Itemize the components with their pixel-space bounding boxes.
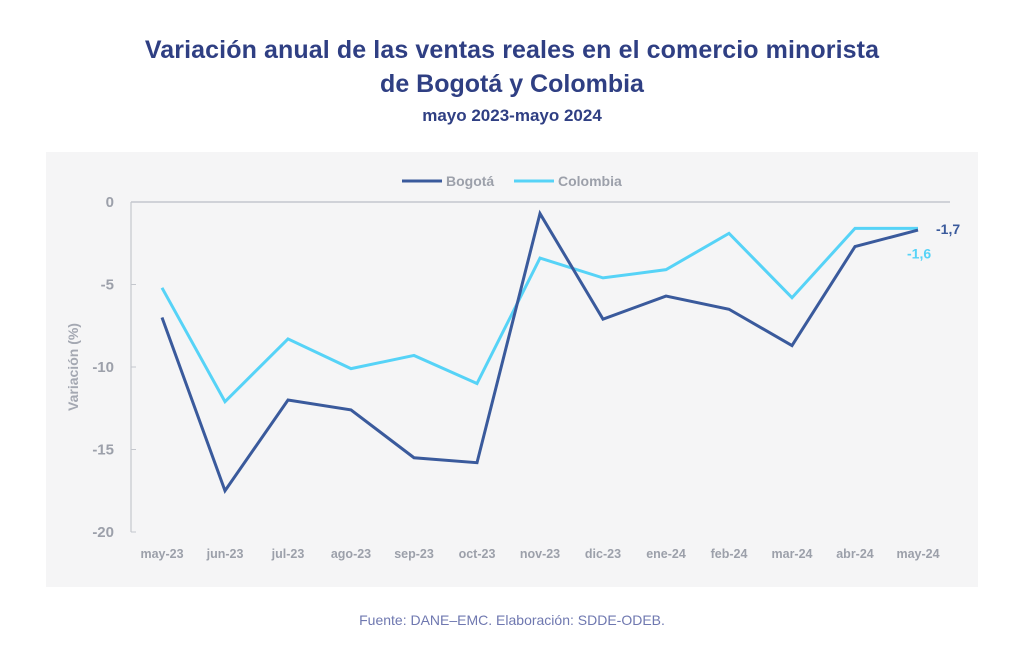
x-tick-label: ago-23 (331, 547, 371, 561)
y-axis-title: Variación (%) (65, 323, 81, 411)
series-group (160, 209, 919, 494)
x-tick-label: jul-23 (271, 547, 305, 561)
x-tick-label: dic-23 (585, 547, 621, 561)
x-tick-label: mar-24 (772, 547, 813, 561)
series-line-colombia (160, 226, 918, 405)
x-tick-label: may-24 (896, 547, 939, 561)
axes (130, 201, 950, 532)
x-tick-label: ene-24 (646, 547, 686, 561)
y-axis-ticks: 0 -5 -10 -15 -20 (92, 194, 136, 541)
y-tick-label: -10 (92, 359, 114, 376)
x-axis-ticks: may-23 jun-23 jul-23 ago-23 sep-23 oct-23 nov-… (140, 547, 939, 561)
source-footnote: Fuente: DANE–EMC. Elaboración: SDDE-ODEB… (359, 612, 665, 628)
x-tick-label: sep-23 (394, 547, 434, 561)
x-tick-label: may-23 (140, 547, 183, 561)
y-tick-label: -20 (92, 524, 114, 541)
x-tick-label: abr-24 (836, 547, 874, 561)
end-labels: -1,7 -1,6 (907, 221, 960, 261)
y-tick-label: 0 (106, 194, 114, 211)
x-tick-label: nov-23 (520, 547, 560, 561)
x-tick-label: feb-24 (711, 547, 748, 561)
chart-title-line2: de Bogotá y Colombia (380, 70, 644, 98)
legend: Bogotá Colombia (402, 173, 622, 189)
chart-title-line1: Variación anual de las ventas reales en … (144, 36, 880, 64)
legend-label-colombia: Colombia (558, 173, 622, 189)
y-tick-label: -5 (101, 277, 114, 294)
y-tick-label: -15 (92, 442, 114, 459)
end-label-bogota: -1,7 (936, 221, 960, 237)
x-tick-label: jun-23 (206, 547, 244, 561)
legend-label-bogota: Bogotá (446, 173, 494, 189)
x-tick-label: oct-23 (459, 547, 496, 561)
chart-panel-background (46, 152, 978, 587)
end-label-colombia: -1,6 (907, 245, 931, 261)
chart-subtitle: mayo 2023-mayo 2024 (422, 106, 602, 125)
